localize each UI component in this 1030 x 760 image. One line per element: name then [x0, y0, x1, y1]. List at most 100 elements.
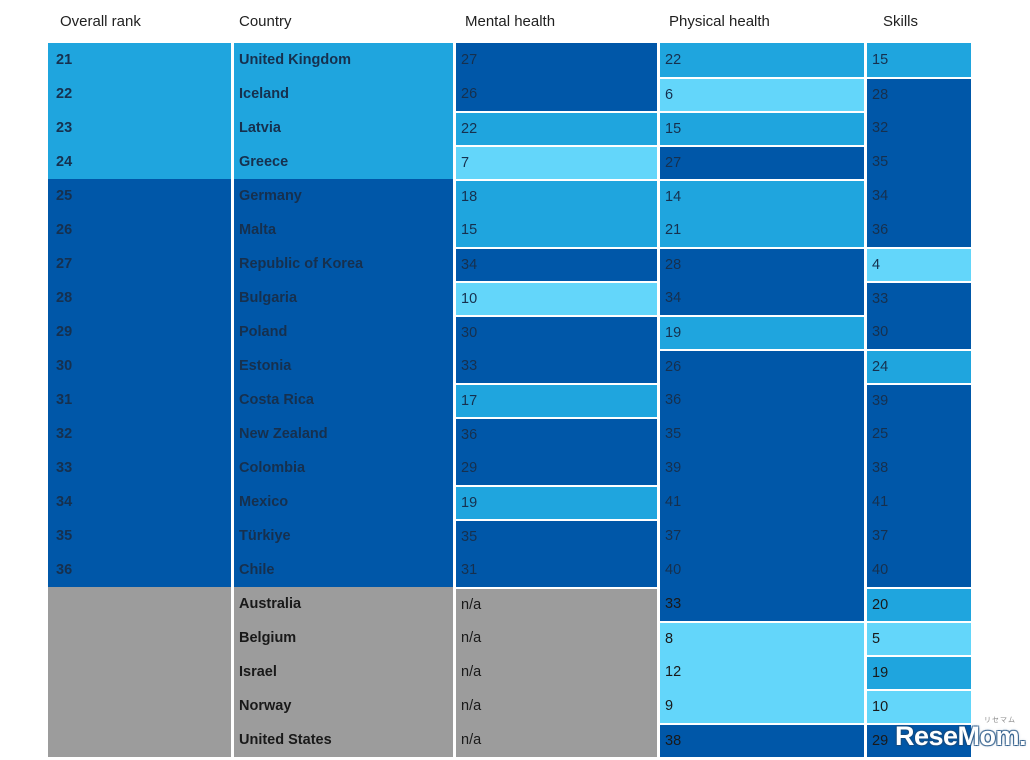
column-header-physical-health: Physical health [669, 13, 770, 30]
table-row: 29 Poland 30 19 30 [48, 315, 971, 349]
mental-health-cell: n/a [456, 621, 657, 655]
mental-health-cell: 15 [456, 213, 657, 247]
skills-cell: 5 [867, 621, 971, 655]
rank-cell: 25 [48, 179, 231, 213]
country-cell: Colombia [234, 451, 453, 485]
rank-cell: 36 [48, 553, 231, 587]
column-header-country: Country [239, 13, 292, 30]
mental-health-cell: 31 [456, 553, 657, 587]
rank-cell: 31 [48, 383, 231, 417]
table-row: 31 Costa Rica 17 36 39 [48, 383, 971, 417]
mental-health-cell: 19 [456, 485, 657, 519]
mental-health-cell: n/a [456, 689, 657, 723]
physical-health-cell: 22 [660, 43, 864, 77]
mental-health-cell: 26 [456, 77, 657, 111]
skills-cell: 28 [867, 77, 971, 111]
mental-health-cell: n/a [456, 587, 657, 621]
skills-cell: 34 [867, 179, 971, 213]
country-cell: Israel [234, 655, 453, 689]
skills-cell: 25 [867, 417, 971, 451]
country-cell: United Kingdom [234, 43, 453, 77]
rank-cell: 35 [48, 519, 231, 553]
rank-cell: 26 [48, 213, 231, 247]
table-header-row: Overall rank Country Mental health Physi… [48, 0, 971, 43]
physical-health-cell: 15 [660, 111, 864, 145]
rank-cell: 21 [48, 43, 231, 77]
league-table: Overall rank Country Mental health Physi… [48, 0, 971, 757]
table-body: 21 United Kingdom 27 22 15 22 Iceland 26 6 28 23 La… [48, 43, 971, 757]
mental-health-cell: n/a [456, 723, 657, 757]
country-cell: United States [234, 723, 453, 757]
table-row: 33 Colombia 29 39 38 [48, 451, 971, 485]
physical-health-cell: 9 [660, 689, 864, 723]
column-header-skills: Skills [883, 13, 919, 30]
physical-health-cell: 36 [660, 383, 864, 417]
skills-cell: 29 [867, 723, 971, 757]
skills-cell: 19 [867, 655, 971, 689]
table-row: 27 Republic of Korea 34 28 4 [48, 247, 971, 281]
rank-cell: 28 [48, 281, 231, 315]
rank-cell: 34 [48, 485, 231, 519]
skills-cell: 15 [867, 43, 971, 77]
table-row: 28 Bulgaria 10 34 33 [48, 281, 971, 315]
skills-cell: 20 [867, 587, 971, 621]
country-cell: Republic of Korea [234, 247, 453, 281]
skills-cell: 40 [867, 553, 971, 587]
physical-health-cell: 14 [660, 179, 864, 213]
skills-cell: 30 [867, 315, 971, 349]
mental-health-cell: 35 [456, 519, 657, 553]
physical-health-cell: 38 [660, 723, 864, 757]
resemom-logo: ReseMom. リセマム [894, 717, 1027, 752]
table-row: Australia n/a 33 20 [48, 587, 971, 621]
country-cell: Costa Rica [234, 383, 453, 417]
table-row: Norway n/a 9 10 [48, 689, 971, 723]
country-cell: Norway [234, 689, 453, 723]
mental-health-cell: 36 [456, 417, 657, 451]
skills-cell: 37 [867, 519, 971, 553]
column-header-overall-rank: Overall rank [60, 13, 141, 30]
rank-cell [48, 655, 231, 689]
skills-cell: 4 [867, 247, 971, 281]
physical-health-cell: 21 [660, 213, 864, 247]
rank-cell: 24 [48, 145, 231, 179]
physical-health-cell: 8 [660, 621, 864, 655]
table-row: 23 Latvia 22 15 32 [48, 111, 971, 145]
country-cell: Belgium [234, 621, 453, 655]
rank-cell: 33 [48, 451, 231, 485]
rank-cell: 29 [48, 315, 231, 349]
table-row: 36 Chile 31 40 40 [48, 553, 971, 587]
mental-health-cell: 33 [456, 349, 657, 383]
country-cell: New Zealand [234, 417, 453, 451]
mental-health-cell: 10 [456, 281, 657, 315]
table-row: 22 Iceland 26 6 28 [48, 77, 971, 111]
table-row: 34 Mexico 19 41 41 [48, 485, 971, 519]
country-cell: Estonia [234, 349, 453, 383]
rank-cell [48, 689, 231, 723]
skills-cell: 36 [867, 213, 971, 247]
rank-cell: 27 [48, 247, 231, 281]
mental-health-cell: 17 [456, 383, 657, 417]
mental-health-cell: 29 [456, 451, 657, 485]
resemom-logo-text: ReseMom. [894, 721, 1027, 751]
table-row: 24 Greece 7 27 35 [48, 145, 971, 179]
physical-health-cell: 37 [660, 519, 864, 553]
table-row: United States n/a 38 29 [48, 723, 971, 757]
skills-cell: 35 [867, 145, 971, 179]
rank-cell [48, 723, 231, 757]
country-cell: Mexico [234, 485, 453, 519]
physical-health-cell: 28 [660, 247, 864, 281]
mental-health-cell: 22 [456, 111, 657, 145]
mental-health-cell: 18 [456, 179, 657, 213]
country-cell: Malta [234, 213, 453, 247]
table-row: 35 Türkiye 35 37 37 [48, 519, 971, 553]
table-row: 26 Malta 15 21 36 [48, 213, 971, 247]
rank-cell [48, 621, 231, 655]
table-row: Belgium n/a 8 5 [48, 621, 971, 655]
mental-health-cell: 7 [456, 145, 657, 179]
table-row: Israel n/a 12 19 [48, 655, 971, 689]
physical-health-cell: 27 [660, 145, 864, 179]
table-row: 21 United Kingdom 27 22 15 [48, 43, 971, 77]
skills-cell: 41 [867, 485, 971, 519]
mental-health-cell: 30 [456, 315, 657, 349]
mental-health-cell: 27 [456, 43, 657, 77]
